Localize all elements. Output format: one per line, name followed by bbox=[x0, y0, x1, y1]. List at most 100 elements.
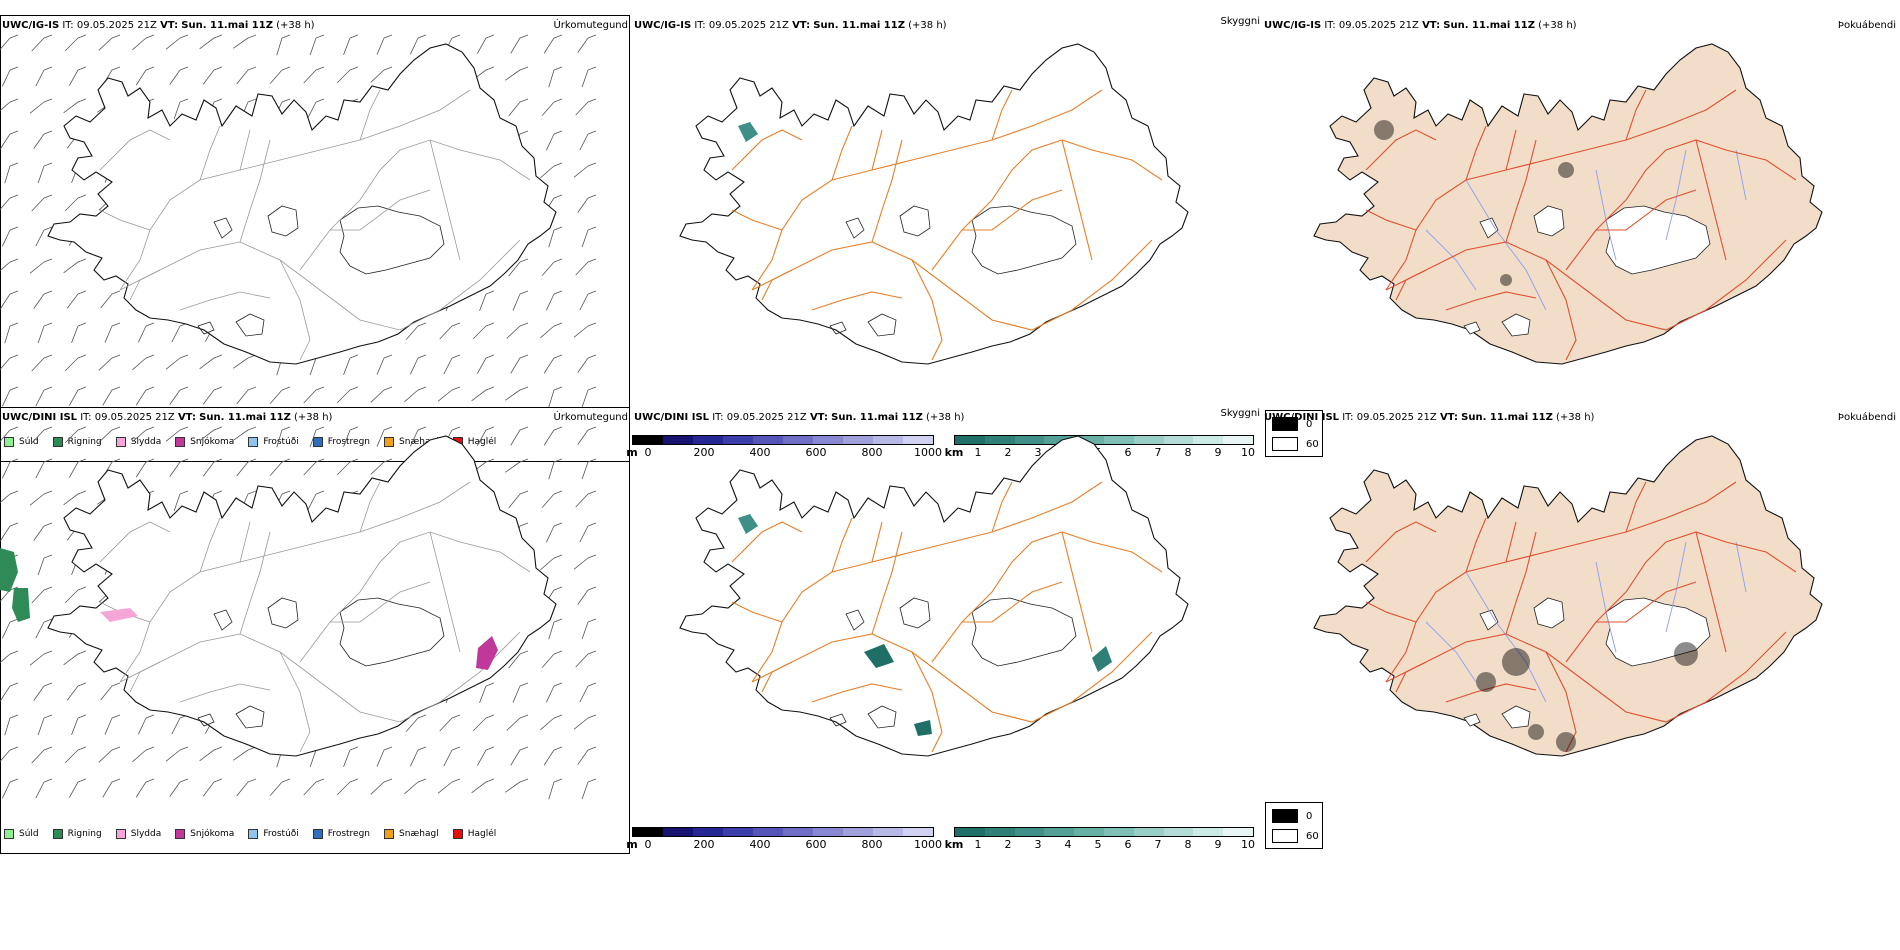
glacier-outline bbox=[1463, 713, 1481, 727]
it-value: 09.05.2025 21Z bbox=[94, 412, 175, 423]
legend-swatch bbox=[52, 829, 63, 839]
legend-label: Snæhagl bbox=[399, 437, 439, 447]
road-line bbox=[1545, 651, 1577, 753]
it-label: IT: bbox=[712, 412, 724, 423]
wind-barb bbox=[173, 98, 189, 120]
wind-barb bbox=[0, 426, 19, 443]
river-line bbox=[1735, 541, 1747, 593]
wind-barb bbox=[202, 778, 223, 797]
colorbar-ramp bbox=[632, 827, 934, 837]
wind-barb bbox=[510, 34, 529, 54]
road-line bbox=[429, 531, 461, 653]
wind-barb bbox=[575, 650, 597, 668]
wind-barb bbox=[303, 386, 325, 404]
road-line bbox=[911, 259, 943, 361]
wind-barb bbox=[171, 322, 189, 343]
wind-barb bbox=[35, 66, 53, 87]
wind-barb bbox=[309, 426, 325, 448]
wind-barb bbox=[233, 34, 257, 49]
road-line bbox=[429, 139, 461, 261]
wind-barb bbox=[541, 490, 563, 508]
legend-swatch bbox=[312, 437, 323, 447]
wind-barb bbox=[577, 194, 597, 213]
colorbar-tick: 10 bbox=[1241, 446, 1255, 459]
legend-swatch bbox=[175, 829, 186, 839]
snow-area bbox=[476, 636, 498, 670]
legend-label: 60 bbox=[1306, 830, 1319, 842]
precip-legend-item: Rigning bbox=[52, 437, 102, 447]
vt-label: VT: bbox=[1439, 412, 1458, 423]
lead-time: (+38 h) bbox=[908, 20, 947, 31]
road-line bbox=[831, 125, 853, 181]
road-line bbox=[1505, 129, 1517, 171]
wind-barb bbox=[64, 426, 87, 444]
wind-barb bbox=[165, 354, 189, 370]
road-line bbox=[991, 481, 1013, 533]
wind-barb bbox=[35, 778, 53, 799]
wind-barb bbox=[579, 130, 597, 151]
colorbar-step bbox=[633, 828, 663, 836]
legend-swatch bbox=[115, 437, 126, 447]
wind-barb bbox=[104, 322, 121, 343]
road-line bbox=[751, 239, 1153, 331]
road-line bbox=[731, 129, 803, 171]
precip-legend-item: Haglél bbox=[452, 829, 496, 839]
vt-value: Sun. 11.mai 11Z bbox=[1461, 412, 1553, 423]
road-line bbox=[99, 129, 171, 171]
colorbar-ticks: m 0 200 400 600 800 1000 bbox=[626, 837, 942, 851]
legend-swatch bbox=[4, 437, 14, 447]
colorbar-step bbox=[723, 436, 753, 444]
wind-barb bbox=[546, 290, 563, 311]
it-value: 09.05.2025 21Z bbox=[76, 20, 157, 31]
legend-label: Snjókoma bbox=[190, 829, 235, 839]
fog-legend: 0 60 bbox=[1265, 802, 1323, 849]
wind-barb bbox=[0, 34, 19, 51]
colorbar-step bbox=[843, 828, 873, 836]
glacier-outline bbox=[213, 217, 233, 239]
glacier-outline bbox=[1533, 597, 1565, 629]
vt-label: VT: bbox=[792, 20, 811, 31]
road-line bbox=[299, 139, 531, 271]
road-line bbox=[199, 517, 221, 573]
wind-barb bbox=[31, 586, 53, 604]
road-line bbox=[1385, 481, 1737, 683]
colorbar-step bbox=[813, 828, 843, 836]
fog-legend-item: 0 bbox=[1272, 809, 1312, 823]
road-line bbox=[911, 651, 943, 753]
wind-barb bbox=[0, 522, 19, 542]
road-line bbox=[1596, 189, 1697, 231]
road-line bbox=[239, 139, 271, 243]
wind-barb bbox=[31, 34, 53, 52]
wind-barb bbox=[64, 194, 87, 212]
glacier-outline bbox=[829, 321, 847, 335]
wind-barb bbox=[98, 354, 121, 371]
wind-barb bbox=[29, 490, 53, 506]
wind-barb bbox=[579, 522, 597, 543]
wind-barb bbox=[33, 522, 53, 541]
colorbar-tick: 1000 bbox=[914, 838, 942, 851]
glacier-outline bbox=[971, 597, 1077, 667]
wind-barb bbox=[132, 426, 155, 443]
colorbar-step bbox=[1133, 828, 1164, 836]
road-line bbox=[962, 581, 1063, 623]
colorbar-tick: 8 bbox=[1184, 838, 1192, 851]
road-line bbox=[871, 521, 883, 563]
lead-time: (+38 h) bbox=[926, 412, 965, 423]
wind-barb bbox=[376, 746, 393, 767]
river-line bbox=[1425, 229, 1477, 291]
precip-legend-item: Snæhagl bbox=[384, 829, 439, 839]
colorbar-step bbox=[873, 436, 903, 444]
wind-barb bbox=[2, 778, 19, 799]
height-colorbar: m 0 200 400 600 800 1000 bbox=[626, 827, 942, 851]
wind-barb bbox=[581, 458, 597, 480]
lead-time: (+38 h) bbox=[294, 412, 333, 423]
wind-barb bbox=[33, 290, 53, 309]
wind-barb bbox=[577, 354, 597, 373]
road-line bbox=[761, 661, 793, 693]
colorbar-step bbox=[1163, 828, 1194, 836]
wind-barb bbox=[33, 682, 53, 701]
colorbar-tick: 1 bbox=[974, 838, 982, 851]
glacier-outline bbox=[1501, 313, 1531, 337]
wind-barb bbox=[269, 386, 291, 404]
colorbar-step bbox=[873, 828, 903, 836]
